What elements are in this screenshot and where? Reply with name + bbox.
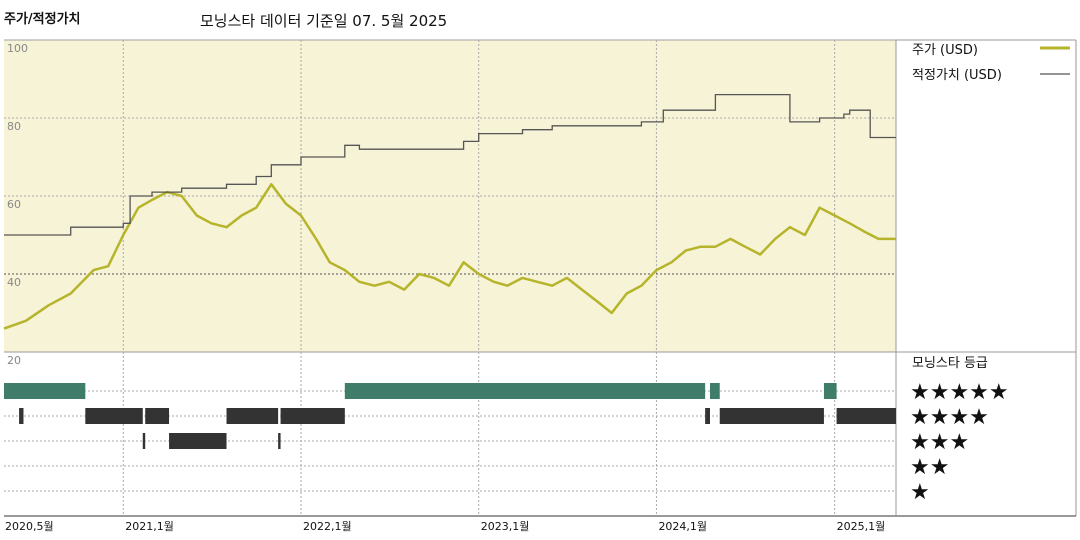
legend-fair-label: 적정가치 (USD) [912,68,1002,83]
rating-bar-3-star [142,433,146,449]
rating-bar-4-star [226,408,279,424]
y-tick-label: 20 [7,354,21,367]
x-axis-ticks: 2020,5월 2021,1월 2022,1월 2023,1월 2024,1월 2025,… [5,520,885,533]
rating-bar-3-star [169,433,227,449]
x-tick-label: 2021,1월 [125,520,174,533]
y-tick-label: 40 [7,276,21,289]
star-rating-5: ★★★★★ [910,380,1009,405]
legend-rating-label: 모닝스타 등급 [912,356,988,371]
star-rating-3: ★★★ [910,430,969,455]
y-tick-label: 60 [7,198,21,211]
rating-bar-5-star [344,383,706,399]
y-axis-ticks: 20 40 60 80 100 [7,42,28,367]
star-rating-1: ★ [910,480,930,505]
rating-bar-4-star [280,408,345,424]
rating-bar-4-star [85,408,143,424]
x-tick-label: 2025,1월 [837,520,886,533]
rating-bar-3-star [278,433,281,449]
x-tick-label: 2022,1월 [303,520,352,533]
rating-bars [4,383,896,449]
legend-price-label: 주가 (USD) [912,43,978,58]
chart-title: 주가/적정가치 [4,12,81,27]
rating-bar-4-star [145,408,170,424]
rating-bar-4-star [705,408,711,424]
rating-bar-5-star [710,383,720,399]
x-tick-label: 2020,5월 [5,520,54,533]
y-tick-label: 100 [7,42,28,55]
y-tick-label: 80 [7,120,21,133]
rating-bar-4-star [836,408,896,424]
rating-star-legend: ★★★★★★★★★★★★★★★ [910,380,1009,505]
star-rating-4: ★★★★ [910,405,989,430]
rating-bar-5-star [4,383,86,399]
x-tick-label: 2024,1월 [658,520,707,533]
rating-bar-4-star [19,408,24,424]
x-tick-label: 2023,1월 [481,520,530,533]
star-rating-2: ★★ [910,455,949,480]
fair-value-line [4,93,896,236]
chart-subtitle: 모닝스타 데이터 기준일 07. 5월 2025 [200,12,448,30]
series-lines [3,93,896,330]
rating-bar-4-star [719,408,824,424]
price-line [3,183,896,330]
rating-bar-5-star [823,383,837,399]
